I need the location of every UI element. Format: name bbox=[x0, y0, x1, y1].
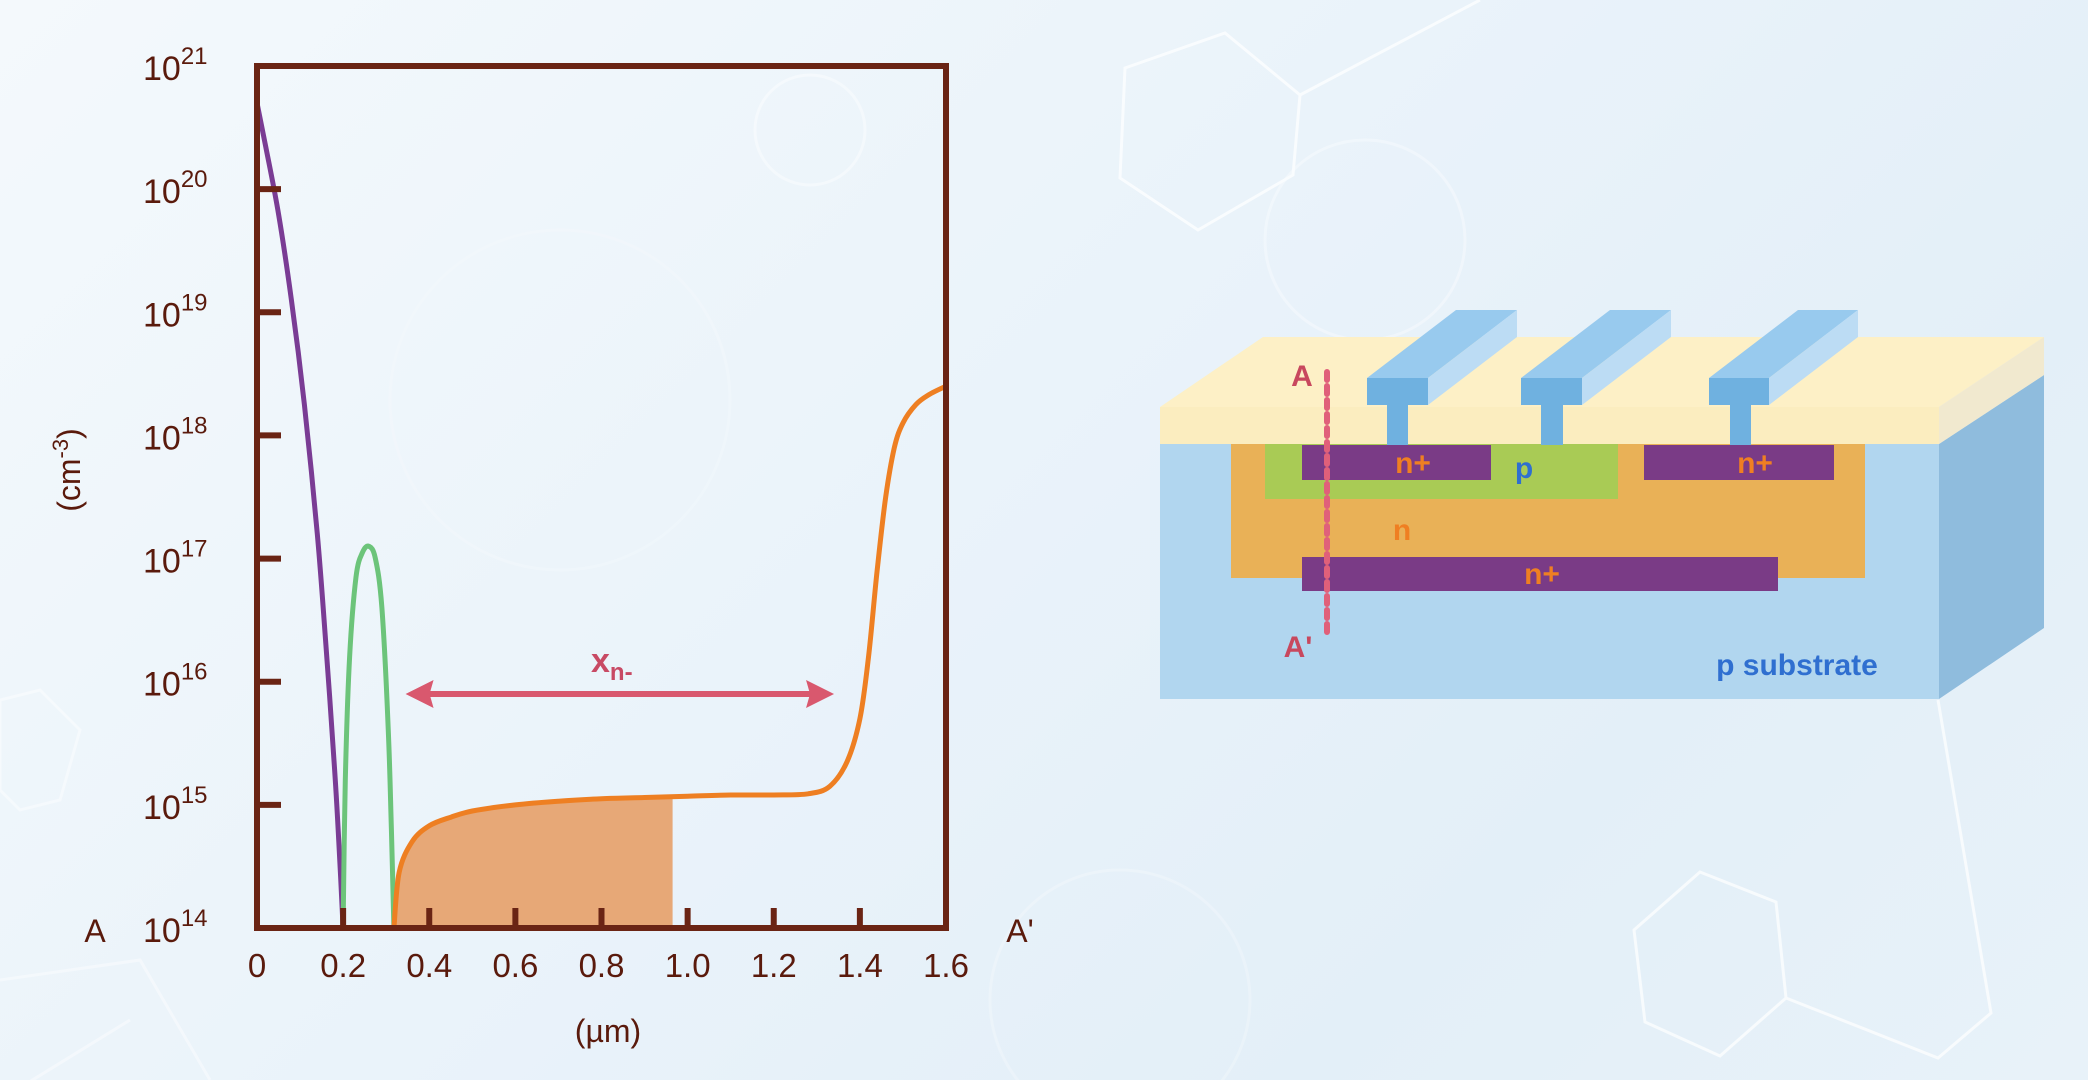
xn-label-main: x bbox=[591, 642, 610, 680]
y-tick-label: 1015 bbox=[143, 782, 208, 827]
curve-purple-n-plus bbox=[254, 100, 346, 931]
x-tick-label: 0.4 bbox=[406, 947, 452, 984]
contact-via bbox=[1541, 405, 1563, 445]
doping-profile-chart: 1014 1015 1016 1017 1018 1019 1020 1021 0 0.2 0.4… bbox=[48, 43, 1034, 1049]
hexagon-icon bbox=[1118, 31, 1302, 232]
label-n-plus-top-right: n+ bbox=[1737, 447, 1773, 480]
metal-contact bbox=[1709, 310, 1858, 445]
x-tick-label: 1.0 bbox=[665, 947, 711, 984]
contact-via bbox=[1387, 405, 1408, 445]
bubble-icon bbox=[388, 228, 732, 572]
metal-line-top-face bbox=[1709, 310, 1858, 378]
xn-width-arrow: xn- bbox=[405, 642, 835, 709]
x-axis-label: (µm) bbox=[575, 1013, 641, 1049]
y-tick-label: 1018 bbox=[143, 412, 208, 457]
label-n-plus-buried: n+ bbox=[1524, 558, 1560, 591]
metal-line-top-face bbox=[1521, 310, 1671, 378]
bubble-icon bbox=[988, 868, 1252, 1080]
contact-via bbox=[1730, 405, 1751, 445]
metal-line-top-face bbox=[1367, 310, 1517, 378]
metal-contact bbox=[1367, 310, 1517, 445]
curve-orange-n bbox=[391, 383, 949, 931]
label-n-well: n bbox=[1393, 514, 1411, 547]
n-plus-top-right bbox=[1644, 445, 1834, 480]
y-tick-label: 1016 bbox=[143, 659, 208, 704]
y-tick-label: 1020 bbox=[143, 166, 208, 211]
metal-contacts bbox=[1367, 310, 1858, 445]
n-plus-top-left bbox=[1302, 445, 1491, 480]
y-axis-label-close: ) bbox=[51, 428, 87, 439]
y-axis-ticks: 1014 1015 1016 1017 1018 1019 1020 1021 bbox=[143, 43, 281, 950]
background-line bbox=[1785, 699, 1993, 1060]
label-p-region: p bbox=[1515, 452, 1533, 485]
bubble-icon bbox=[753, 73, 867, 187]
depletion-shaded-area bbox=[393, 796, 673, 928]
y-axis-label-exponent: -3 bbox=[48, 439, 73, 459]
xn-label: xn- bbox=[591, 642, 633, 686]
arrow-head-right-icon bbox=[806, 680, 835, 709]
section-label-a-prime: A' bbox=[1284, 631, 1313, 664]
y-tick-label: 1021 bbox=[143, 43, 208, 88]
metal-contact bbox=[1521, 310, 1671, 445]
xn-label-subscript: n- bbox=[610, 659, 633, 686]
x-tick-label: 1.6 bbox=[923, 947, 969, 984]
metal-line-side-face bbox=[1428, 310, 1517, 405]
metal-line-front-face bbox=[1521, 378, 1582, 405]
device-cross-section: n+ p n+ n n+ p substrate A A' bbox=[1160, 310, 2044, 699]
section-label-a: A bbox=[1291, 360, 1313, 393]
y-tick-label: 1014 bbox=[143, 905, 208, 950]
x-axis-ticks: 0 0.2 0.4 0.6 0.8 1.0 1.2 1.4 1.6 bbox=[248, 908, 969, 984]
y-tick-label: 1019 bbox=[143, 289, 208, 334]
background-decoration bbox=[0, 0, 1991, 1080]
endpoint-label-a-prime: A' bbox=[1006, 913, 1033, 949]
x-tick-label: 0 bbox=[248, 947, 266, 984]
x-tick-label: 1.4 bbox=[837, 947, 883, 984]
x-tick-label: 1.2 bbox=[751, 947, 797, 984]
metal-line-front-face bbox=[1709, 378, 1769, 405]
endpoint-label-a: A bbox=[84, 913, 106, 949]
curve-green-p bbox=[340, 543, 397, 931]
hexagon-icon bbox=[0, 688, 82, 812]
x-tick-label: 0.8 bbox=[579, 947, 625, 984]
oxide-side-face bbox=[1939, 337, 2044, 444]
hexagon-icon bbox=[1632, 870, 1788, 1058]
x-tick-label: 0.6 bbox=[492, 947, 538, 984]
n-plus-buried bbox=[1302, 557, 1778, 591]
x-tick-label: 0.2 bbox=[320, 947, 366, 984]
label-n-plus-top-left: n+ bbox=[1395, 447, 1431, 480]
substrate-side-face bbox=[1939, 375, 2044, 699]
y-tick-label: 1017 bbox=[143, 536, 208, 581]
background-line bbox=[29, 1018, 131, 1080]
metal-line-front-face bbox=[1367, 378, 1428, 405]
y-axis-label: (cm-3) bbox=[48, 428, 87, 512]
background-line bbox=[1299, 0, 1481, 97]
background-line bbox=[0, 958, 212, 1080]
arrow-head-left-icon bbox=[405, 680, 434, 709]
metal-line-side-face bbox=[1769, 310, 1858, 405]
label-p-substrate: p substrate bbox=[1716, 649, 1878, 682]
bubble-icon bbox=[1263, 138, 1467, 342]
y-axis-label-text: (cm bbox=[51, 458, 87, 511]
metal-line-side-face bbox=[1582, 310, 1671, 405]
